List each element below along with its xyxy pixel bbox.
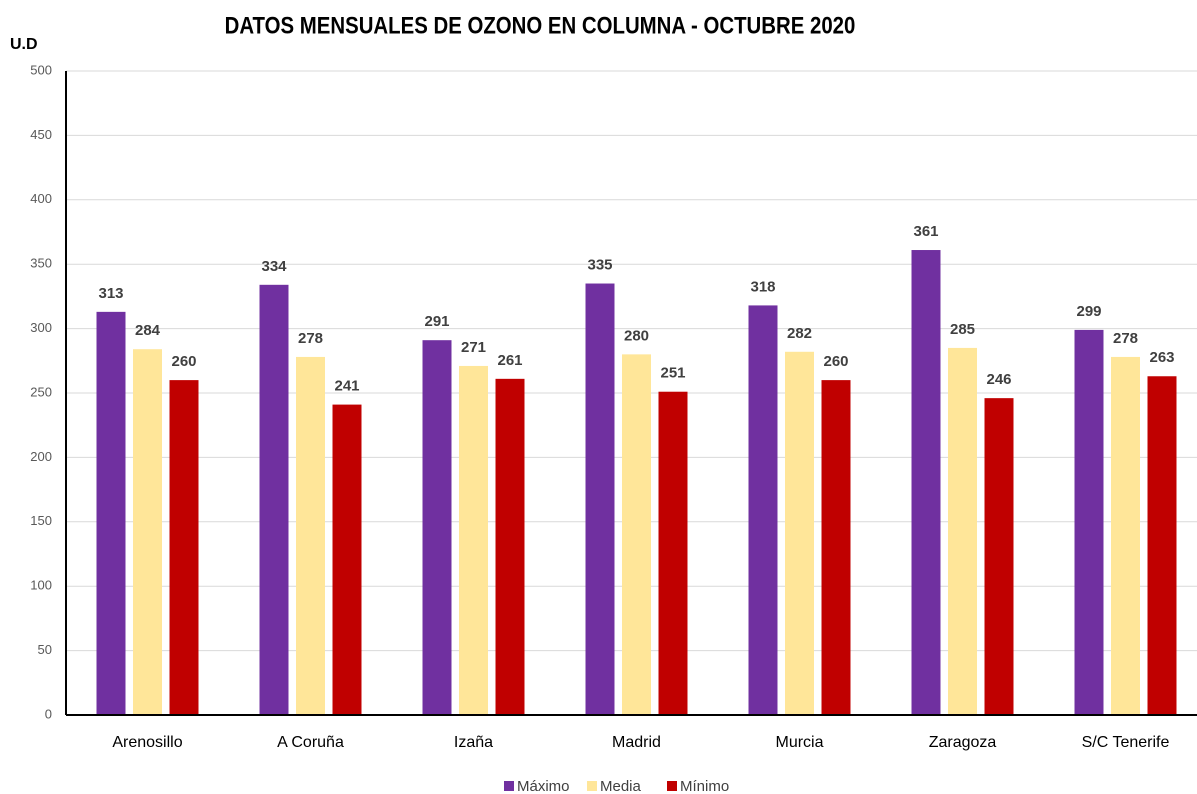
legend-label: Media bbox=[600, 778, 642, 794]
data-label: 271 bbox=[461, 339, 486, 356]
data-label: 334 bbox=[261, 258, 287, 275]
bar bbox=[296, 356, 325, 715]
data-label: 361 bbox=[913, 223, 938, 240]
chart-title: DATOS MENSUALES DE OZONO EN COLUMNA - OC… bbox=[225, 12, 856, 39]
data-label: 260 bbox=[823, 353, 848, 370]
x-tick-label: S/C Tenerife bbox=[1082, 734, 1170, 751]
data-label: 241 bbox=[334, 378, 359, 395]
data-label: 260 bbox=[171, 353, 196, 370]
legend-label: Mínimo bbox=[680, 778, 729, 794]
bar bbox=[984, 398, 1014, 715]
bar bbox=[748, 305, 778, 715]
data-label: 284 bbox=[135, 322, 161, 339]
data-label: 263 bbox=[1149, 349, 1174, 366]
data-label: 291 bbox=[424, 313, 449, 330]
x-tick-label: Murcia bbox=[775, 734, 823, 751]
y-tick-label: 150 bbox=[30, 513, 52, 528]
legend-swatch bbox=[667, 781, 677, 791]
legend-label: Máximo bbox=[517, 778, 570, 794]
data-label: 261 bbox=[497, 352, 522, 369]
x-tick-label: Izaña bbox=[454, 734, 493, 751]
bar bbox=[658, 391, 688, 715]
bar bbox=[259, 284, 289, 715]
x-tick-label: Madrid bbox=[612, 734, 661, 751]
bar bbox=[96, 311, 126, 715]
bar bbox=[1111, 356, 1140, 715]
bar bbox=[1147, 376, 1177, 715]
bar bbox=[169, 380, 199, 715]
y-tick-label: 300 bbox=[30, 320, 52, 335]
legend-swatch bbox=[587, 781, 597, 791]
data-label: 278 bbox=[1113, 330, 1138, 347]
y-tick-label: 350 bbox=[30, 256, 52, 271]
y-tick-label: 250 bbox=[30, 384, 52, 399]
y-tick-label: 450 bbox=[30, 127, 52, 142]
bar bbox=[785, 351, 814, 715]
bar bbox=[133, 349, 162, 715]
bar bbox=[459, 365, 488, 715]
bar bbox=[1074, 329, 1104, 715]
y-tick-label: 200 bbox=[30, 449, 52, 464]
bar bbox=[585, 283, 615, 715]
data-label: 246 bbox=[986, 371, 1011, 388]
data-label: 313 bbox=[98, 285, 123, 302]
x-tick-label: Arenosillo bbox=[112, 734, 182, 751]
data-label: 318 bbox=[750, 278, 775, 295]
x-tick-label: Zaragoza bbox=[929, 734, 997, 751]
y-tick-label: 50 bbox=[38, 642, 52, 657]
data-label: 282 bbox=[787, 325, 812, 342]
x-tick-label: A Coruña bbox=[277, 734, 344, 751]
data-label: 280 bbox=[624, 327, 649, 344]
data-label: 299 bbox=[1076, 303, 1101, 320]
y-tick-label: 500 bbox=[30, 62, 52, 77]
data-label: 278 bbox=[298, 330, 323, 347]
bar bbox=[495, 378, 525, 715]
bar bbox=[948, 347, 977, 715]
data-label: 251 bbox=[660, 365, 685, 382]
y-tick-label: 400 bbox=[30, 191, 52, 206]
bar bbox=[622, 354, 651, 715]
data-label: 335 bbox=[587, 256, 612, 273]
data-label: 285 bbox=[950, 321, 975, 338]
bar bbox=[911, 250, 941, 716]
y-tick-label: 100 bbox=[30, 578, 52, 593]
bar bbox=[821, 380, 851, 715]
legend-swatch bbox=[504, 781, 514, 791]
bar bbox=[332, 404, 362, 715]
bar bbox=[422, 340, 452, 715]
y-tick-label: 0 bbox=[45, 706, 52, 721]
y-axis-label: U.D bbox=[10, 36, 38, 53]
